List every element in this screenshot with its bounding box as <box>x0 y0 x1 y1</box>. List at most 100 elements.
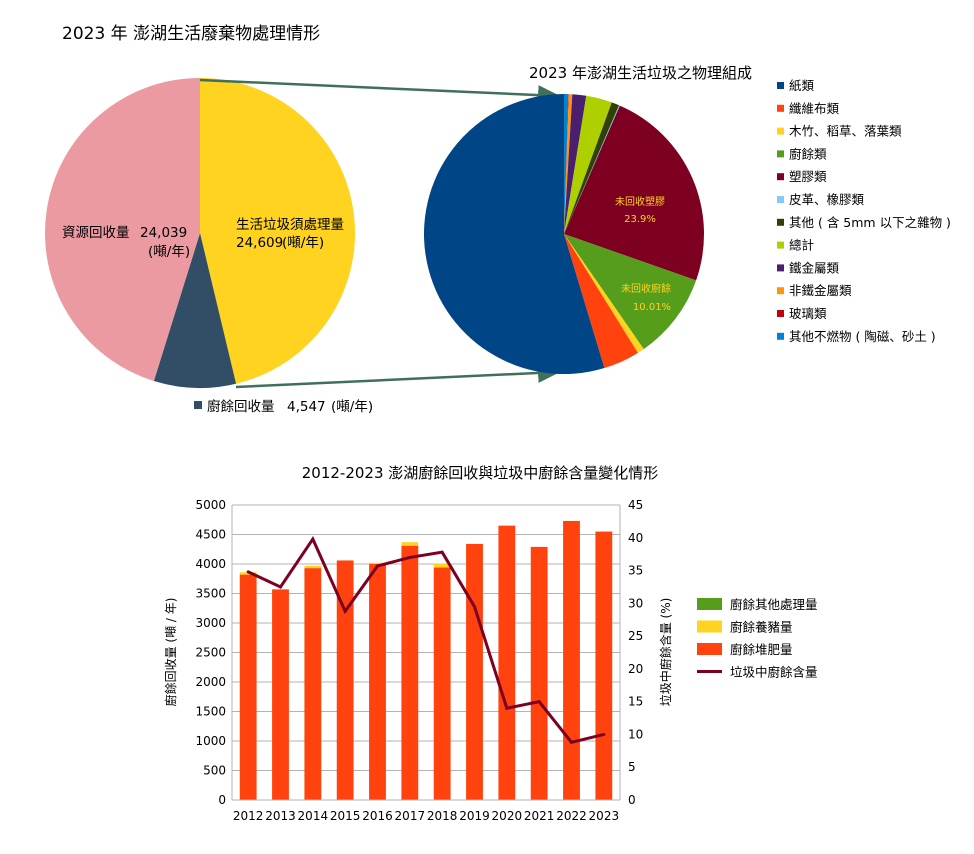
combo-legend-swatch-2 <box>697 643 722 655</box>
combo-y-tick-9: 4500 <box>195 528 226 542</box>
combo-y-tick-8: 4000 <box>195 557 226 571</box>
combo-bar-2-5 <box>401 545 419 800</box>
combo-line-point-7 <box>473 605 476 609</box>
pie2-slice-6 <box>564 102 620 234</box>
connector-arrow-top <box>199 78 561 106</box>
combo-y2-tick-7: 35 <box>628 564 643 578</box>
pie2-legend-label-3: 廚餘類 <box>789 146 827 161</box>
garbage-composition-pie-chart: 2023 年澎湖生活垃圾之物理組成 未回收塑膠 23.9% 未回收廚餘 10.0… <box>424 64 951 375</box>
combo-y2-tick-2: 10 <box>628 727 643 741</box>
combo-bar-2-10 <box>563 520 580 800</box>
combo-y2-tick-6: 30 <box>628 596 643 610</box>
pie2-legend-label-4: 塑膠類 <box>789 169 827 184</box>
pie1-label-main-value: 24,609 <box>236 235 283 251</box>
pie2-slice-2 <box>564 234 644 353</box>
pie1-label-kitchen: 廚餘回收量 <box>207 398 275 415</box>
pie2-annotation-plastic-value: 23.9% <box>624 214 656 225</box>
combo-legend-swatch-0 <box>697 598 722 610</box>
pie1-title: 2023 年 澎湖生活廢棄物處理情形 <box>62 24 320 44</box>
pie2-legend-swatch-6 <box>777 218 784 226</box>
combo-x-tick-5: 2017 <box>395 809 426 823</box>
pie2-slice-5 <box>564 105 620 234</box>
combo-x-tick-3: 2015 <box>330 809 361 823</box>
combo-bar-1-4 <box>369 562 386 564</box>
combo-y-axis-title: 廚餘回收量 (噸 / 年) <box>163 598 178 707</box>
connector-arrows <box>199 78 561 389</box>
pie2-slice-8 <box>564 94 587 234</box>
combo-line-point-10 <box>570 740 573 744</box>
combo-x-tick-7: 2019 <box>459 809 490 823</box>
combo-line-point-4 <box>376 564 379 568</box>
waste-treatment-pie-chart: 2023 年 澎湖生活廢棄物處理情形 生活垃圾須處理量 24,609 (噸/年)… <box>44 24 373 415</box>
combo-legend-label-2: 廚餘堆肥量 <box>730 642 793 657</box>
combo-x-tick-8: 2020 <box>492 809 523 823</box>
combo-y2-tick-3: 15 <box>628 695 643 709</box>
combo-legend-label-0: 廚餘其他處理量 <box>730 597 818 612</box>
connector-arrow-bottom <box>235 362 561 389</box>
combo-line-point-8 <box>505 706 509 710</box>
combo-y-tick-10: 5000 <box>195 498 226 512</box>
pie2-slice-11 <box>564 94 569 234</box>
pie2-title: 2023 年澎湖生活垃圾之物理組成 <box>529 64 752 82</box>
pie2-legend-swatch-0 <box>777 82 784 89</box>
pie2-annotation-kitchen: 未回收廚餘 <box>621 282 671 295</box>
combo-bar-2-0 <box>239 574 257 800</box>
pie1-kitchen-swatch <box>194 401 202 409</box>
combo-y-tick-4: 2000 <box>195 675 226 689</box>
combo-legend-swatch-1 <box>697 620 722 633</box>
pie1-slice-1 <box>153 233 237 388</box>
combo-legend-label-1: 廚餘養豬量 <box>730 620 793 635</box>
pie2-legend-label-9: 非鐵金屬類 <box>789 283 852 298</box>
combo-bar-1-6 <box>433 563 451 568</box>
pie1-label-kitchen-value: 4,547 <box>287 399 326 415</box>
combo-y-tick-3: 1500 <box>195 705 226 719</box>
pie2-legend-swatch-5 <box>777 196 784 203</box>
combo-bar-2-9 <box>530 546 548 800</box>
combo-y-tick-0: 0 <box>218 793 226 807</box>
pie2-slice-10 <box>564 94 569 234</box>
pie2-legend-label-11: 其他不燃物 ( 陶磁、砂土 ) <box>789 329 936 344</box>
combo-bar-2-4 <box>369 564 386 800</box>
combo-bar-2-8 <box>498 525 516 800</box>
pie1-label-recycle-value: 24,039 <box>140 225 187 241</box>
pie1-slice-0 <box>200 78 355 384</box>
pie2-legend-label-10: 玻璃類 <box>789 306 827 321</box>
pie2-slice-7 <box>564 95 612 235</box>
pie2-legend-label-5: 皮革、橡膠類 <box>789 192 865 207</box>
combo-y2-tick-9: 45 <box>628 498 643 512</box>
pie2-annotation-kitchen-value: 10.01% <box>633 302 671 313</box>
pie2-slice-1 <box>564 234 638 369</box>
combo-title: 2012-2023 澎湖廚餘回收與垃圾中廚餘含量變化情形 <box>302 464 659 482</box>
combo-bar-2-1 <box>272 589 289 800</box>
pie2-legend-swatch-3 <box>777 150 784 158</box>
pie2-legend-swatch-4 <box>777 173 784 181</box>
pie2-slice-0 <box>424 94 605 375</box>
pie2-legend-swatch-7 <box>777 241 784 249</box>
pie2-legend-swatch-11 <box>777 332 784 340</box>
combo-y-tick-2: 1000 <box>195 734 226 748</box>
combo-line-point-11 <box>602 732 606 736</box>
pie2-slice-9 <box>564 94 573 234</box>
combo-line-point-2 <box>311 537 315 541</box>
combo-y2-tick-1: 5 <box>628 760 636 774</box>
combo-y2-tick-8: 40 <box>628 531 643 545</box>
combo-line-point-6 <box>440 550 444 554</box>
pie1-label-kitchen-unit: (噸/年) <box>331 399 373 415</box>
pie2-legend-swatch-2 <box>777 127 784 135</box>
pie1-label-recycle: 資源回收量 <box>62 225 130 241</box>
combo-bar-2-11 <box>595 531 613 800</box>
combo-x-tick-1: 2013 <box>265 809 296 823</box>
pie2-legend-swatch-1 <box>777 104 784 112</box>
kitchen-waste-trend-chart: 2012-2023 澎湖廚餘回收與垃圾中廚餘含量變化情形 0 500 1000 150… <box>163 464 818 823</box>
combo-line-series <box>247 536 605 744</box>
combo-line-point-0 <box>246 570 250 574</box>
combo-x-tick-4: 2016 <box>362 809 393 823</box>
pie1-label-main-unit: (噸/年) <box>282 235 324 251</box>
combo-bar-2-6 <box>433 567 451 800</box>
combo-y-tick-1: 500 <box>203 764 226 778</box>
pie2-annotation-plastic: 未回收塑膠 <box>615 195 665 208</box>
pie2-legend-label-1: 纖維布類 <box>789 101 840 116</box>
combo-x-tick-9: 2021 <box>524 809 555 823</box>
pie2-legend-label-2: 木竹、稻草、落葉類 <box>789 124 902 139</box>
